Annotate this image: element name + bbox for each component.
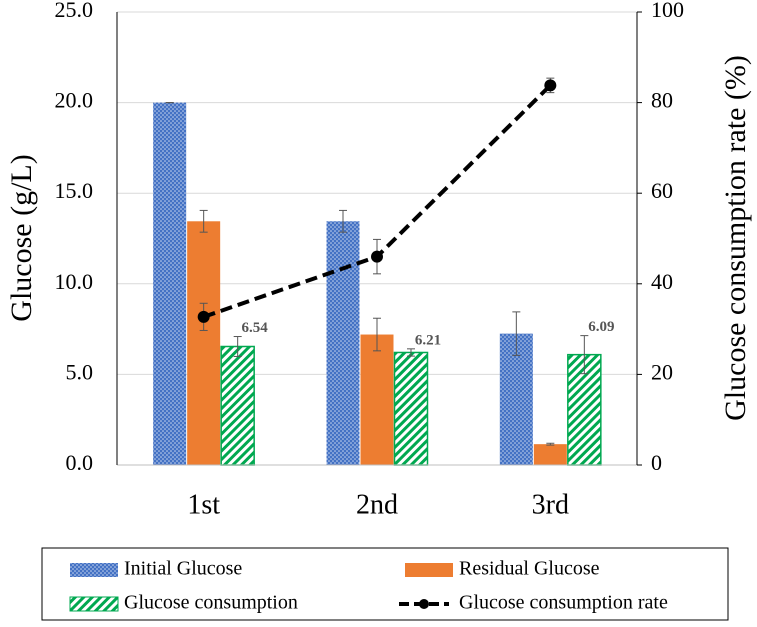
y2-axis-label: Glucose consumption rate (%) bbox=[719, 55, 752, 421]
y-tick-label: 25.0 bbox=[55, 0, 94, 22]
y2-tick-label: 20 bbox=[651, 359, 673, 384]
y2-tick-label: 80 bbox=[651, 88, 673, 113]
line bbox=[203, 83, 552, 319]
error-bar bbox=[580, 335, 589, 375]
legend-label: Residual Glucose bbox=[459, 558, 600, 580]
y-tick-label: 20.0 bbox=[55, 88, 94, 113]
legend-swatch bbox=[69, 596, 119, 612]
data-label: 6.21 bbox=[415, 332, 441, 348]
x-tick-label: 3rd bbox=[532, 489, 569, 520]
error-bar bbox=[199, 209, 208, 233]
legend-box bbox=[41, 547, 729, 621]
line-marker bbox=[197, 310, 210, 323]
error-bar bbox=[233, 336, 242, 357]
bar bbox=[220, 345, 255, 466]
line-marker bbox=[371, 250, 383, 263]
error-bar bbox=[546, 442, 555, 446]
y2-tick-label: 60 bbox=[651, 178, 673, 203]
error-bar bbox=[407, 348, 415, 357]
legend-swatch bbox=[419, 599, 429, 609]
bar bbox=[393, 351, 429, 466]
y-axis-label: Glucose (g/L) bbox=[5, 154, 38, 321]
bar bbox=[153, 102, 187, 465]
line-marker bbox=[544, 79, 557, 92]
y-tick-label: 5.0 bbox=[66, 359, 94, 384]
y-tick-label: 10.0 bbox=[55, 269, 94, 294]
legend-label: Glucose consumption bbox=[124, 592, 298, 614]
y-tick-label: 15.0 bbox=[55, 178, 94, 203]
bar bbox=[360, 334, 394, 465]
y2-tick-label: 100 bbox=[651, 0, 684, 22]
x-tick-label: 2nd bbox=[356, 489, 398, 520]
y2-tick-label: 40 bbox=[651, 269, 673, 294]
legend-swatch bbox=[70, 563, 118, 577]
y-tick-label: 0.0 bbox=[66, 450, 94, 475]
error-bar bbox=[373, 317, 381, 352]
bar bbox=[533, 444, 567, 465]
x-tick-label: 1st bbox=[187, 489, 220, 520]
y2-tick-label: 0 bbox=[651, 450, 662, 475]
bar bbox=[187, 221, 221, 465]
legend-swatch bbox=[405, 563, 453, 577]
error-bar bbox=[339, 209, 347, 233]
error-bar bbox=[512, 311, 521, 356]
bar bbox=[326, 221, 360, 465]
legend-label: Glucose consumption rate bbox=[459, 592, 668, 614]
data-label: 6.54 bbox=[242, 320, 269, 336]
legend-label: Initial Glucose bbox=[124, 558, 242, 580]
data-label: 6.09 bbox=[588, 319, 614, 335]
